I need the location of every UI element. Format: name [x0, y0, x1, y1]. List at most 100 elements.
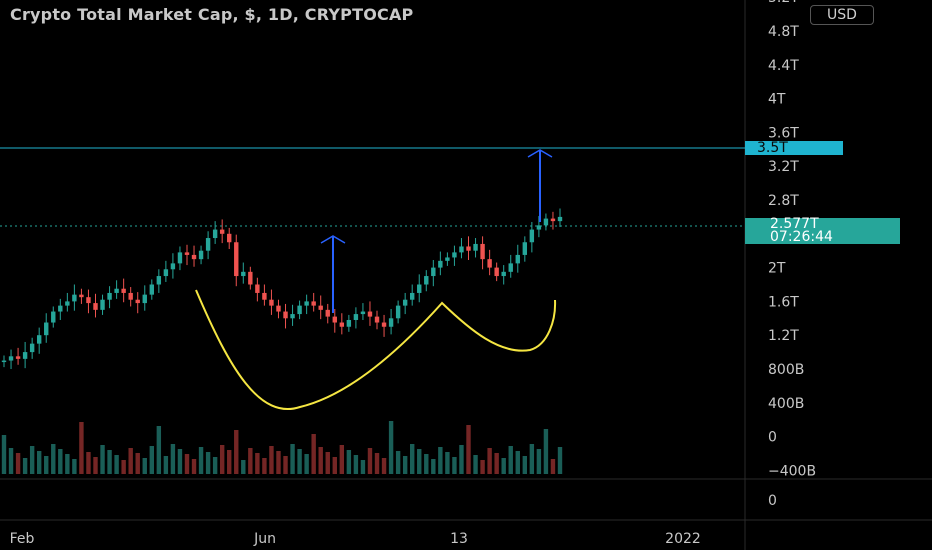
volume-bar [114, 455, 119, 474]
candle-body [262, 292, 267, 300]
candle-body [557, 216, 563, 222]
volume-bar [297, 449, 302, 474]
last-price-tag: 2.577T 07:26:44 [745, 216, 900, 245]
volume-bar [325, 452, 330, 474]
candle-body [51, 311, 56, 323]
volume-bar [234, 430, 239, 474]
arrow-annotation-right[interactable] [527, 149, 553, 222]
candle-body [459, 246, 464, 253]
last-price-value: 2.577T [770, 216, 819, 232]
candle-body [480, 243, 485, 260]
candle-body [276, 305, 281, 312]
candle-body [536, 225, 542, 230]
price-tick-label: 3.2T [768, 159, 799, 175]
volume-bar [128, 448, 133, 474]
candle-body [410, 292, 415, 300]
volume-bar [241, 460, 246, 474]
price-tick-label: 4.8T [768, 24, 799, 40]
candle-body [1, 360, 7, 363]
candle-body [424, 276, 429, 285]
candle-body [156, 276, 162, 285]
volume-bar [332, 457, 337, 474]
price-tick-label: 4T [768, 92, 786, 108]
volume-bar [494, 453, 499, 474]
volume-bar [44, 456, 49, 474]
time-tick-label: Feb [10, 531, 35, 547]
volume-bar [219, 445, 225, 474]
candle-body [339, 322, 345, 327]
candle-body [529, 229, 535, 243]
volume-bar [304, 454, 309, 474]
volume-bar [388, 421, 394, 474]
volume-bar [367, 448, 373, 474]
volume-bar [395, 451, 401, 474]
candle-body [79, 294, 84, 298]
candle-body [508, 263, 513, 272]
candle-body [8, 356, 14, 361]
volume-bar [205, 452, 211, 474]
volume-bar [346, 450, 352, 474]
bar-countdown: 07:26:44 [770, 229, 833, 245]
candle-body [388, 318, 394, 327]
candle-body [431, 267, 436, 277]
time-tick-label: 13 [450, 531, 468, 547]
volume-bar [550, 459, 556, 474]
volume-bar [191, 459, 197, 474]
volume-bar [529, 444, 535, 474]
volume-bar [515, 451, 520, 474]
cup-and-handle-curve[interactable] [195, 289, 557, 410]
volume-bar [93, 457, 98, 474]
time-tick-label: 2022 [665, 531, 701, 547]
price-tick-label: 1.6T [768, 294, 799, 310]
candle-body [29, 343, 35, 353]
candle-body [522, 242, 528, 255]
volume-bar [381, 458, 387, 474]
volume-bar [480, 460, 485, 474]
volume-bar [72, 459, 77, 474]
arrow-annotation-left[interactable] [320, 235, 346, 313]
candle-body [100, 299, 105, 310]
candle-body [515, 254, 520, 264]
candle-body [304, 301, 309, 306]
volume-bar [283, 456, 288, 474]
volume-bar [424, 454, 429, 474]
price-axis-labels: 5.2T 4.8T 4.4T 4T 3.6T 3.2T 2.8T 2T 1.6T 1.2T 800B… [768, 0, 816, 479]
candle-body [395, 305, 401, 319]
volume-bar [86, 452, 91, 474]
chart-title: Crypto Total Market Cap, $, 1D, CRYPTOCA… [10, 5, 414, 24]
volume-bar [170, 444, 176, 474]
indicator-tick-label: 0 [768, 493, 777, 509]
candle-body [332, 316, 337, 323]
volume-bar [522, 456, 528, 474]
volume-bar [466, 425, 471, 474]
candle-body [205, 238, 211, 251]
volume-bar [135, 453, 140, 474]
volume-histogram [1, 421, 563, 474]
volume-bar [65, 454, 70, 474]
volume-bar [290, 444, 295, 474]
candle-body [311, 301, 316, 306]
candle-body [543, 218, 549, 226]
volume-bar [276, 451, 281, 474]
volume-bar [29, 446, 35, 474]
candle-body [93, 303, 98, 310]
volume-bar [473, 455, 478, 474]
volume-bar [487, 448, 492, 474]
volume-bar [410, 444, 415, 474]
candle-body [142, 294, 147, 304]
candle-body [402, 299, 408, 306]
price-tick-label: 1.2T [768, 328, 799, 344]
candle-body [550, 218, 556, 222]
volume-bar [248, 448, 253, 474]
candle-body [445, 257, 450, 261]
currency-selector[interactable]: USD [810, 5, 874, 25]
candle-body [163, 269, 169, 277]
volume-bar [452, 457, 457, 474]
candle-body [219, 229, 225, 234]
candle-body [191, 254, 197, 260]
candle-body [44, 322, 49, 336]
volume-bar [36, 451, 42, 474]
candle-body [135, 299, 140, 304]
volume-bar [79, 422, 84, 474]
